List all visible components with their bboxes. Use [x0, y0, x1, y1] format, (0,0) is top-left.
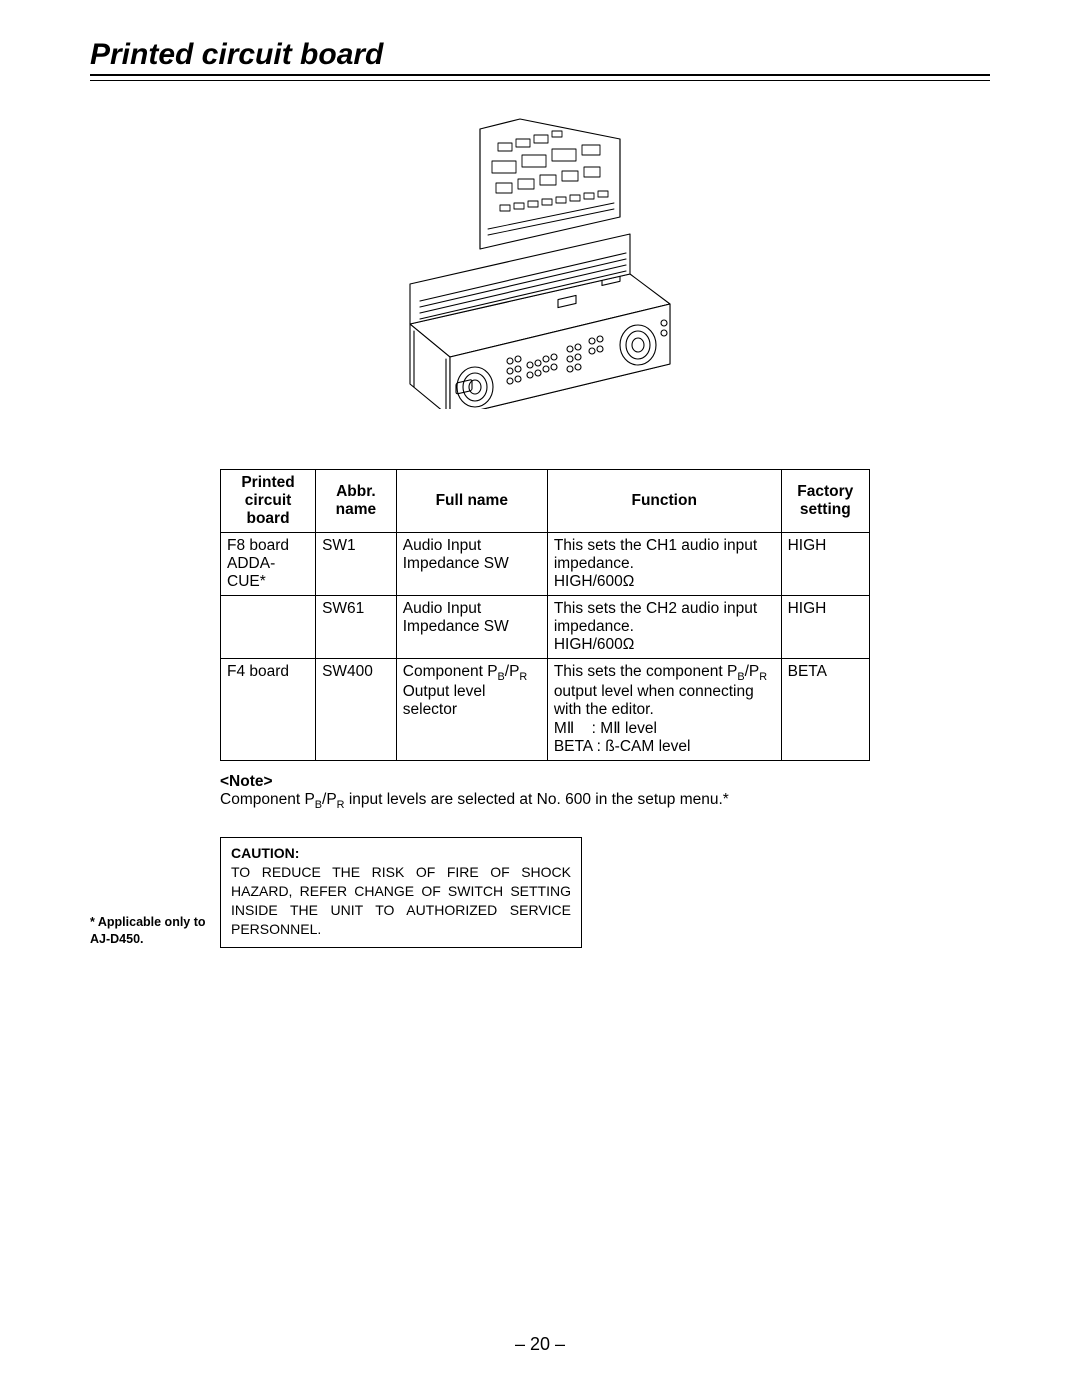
- content-block: Printed circuit board Abbr. name Full na…: [220, 469, 870, 811]
- th-factory: Factory setting: [781, 470, 869, 533]
- td-func: This sets the component PB/PR output lev…: [547, 659, 781, 761]
- table-header-row: Printed circuit board Abbr. name Full na…: [221, 470, 870, 533]
- page: Printed circuit board: [0, 0, 1080, 1397]
- td-abbr: SW400: [316, 659, 397, 761]
- caution-box: CAUTION: TO REDUCE THE RISK OF FIRE OF S…: [220, 837, 582, 947]
- th-abbr: Abbr. name: [316, 470, 397, 533]
- pcb-diagram: [370, 109, 710, 409]
- pcb-diagram-svg: [370, 109, 710, 409]
- td-abbr: SW61: [316, 596, 397, 659]
- table-row: SW61 Audio Input Impedance SW This sets …: [221, 596, 870, 659]
- td-factory: BETA: [781, 659, 869, 761]
- footnote-caution-row: * Applicable only to AJ-D450. CAUTION: T…: [90, 837, 990, 947]
- td-full: Component PB/PR Output level selector: [396, 659, 547, 761]
- th-pcb: Printed circuit board: [221, 470, 316, 533]
- td-factory: HIGH: [781, 596, 869, 659]
- td-full: Audio Input Impedance SW: [396, 596, 547, 659]
- pcb-table: Printed circuit board Abbr. name Full na…: [220, 469, 870, 761]
- note-label: <Note>: [220, 773, 273, 790]
- td-func: This sets the CH1 audio input impedance.…: [547, 533, 781, 596]
- td-pcb: F4 board: [221, 659, 316, 761]
- note-text: Component PB/PR input levels are selecte…: [220, 791, 729, 808]
- footnote: * Applicable only to AJ-D450.: [90, 914, 220, 948]
- td-func: This sets the CH2 audio input impedance.…: [547, 596, 781, 659]
- td-factory: HIGH: [781, 533, 869, 596]
- td-full: Audio Input Impedance SW: [396, 533, 547, 596]
- diagram-container: [90, 109, 990, 409]
- td-abbr: SW1: [316, 533, 397, 596]
- title-rule: [90, 74, 990, 81]
- table-row: F4 board SW400 Component PB/PR Output le…: [221, 659, 870, 761]
- page-title: Printed circuit board: [90, 38, 990, 72]
- caution-text: TO REDUCE THE RISK OF FIRE OF SHOCK HAZA…: [231, 863, 571, 939]
- page-number: – 20 –: [0, 1334, 1080, 1355]
- td-pcb: F8 board ADDA-CUE*: [221, 533, 316, 596]
- td-pcb: [221, 596, 316, 659]
- th-func: Function: [547, 470, 781, 533]
- table-row: F8 board ADDA-CUE* SW1 Audio Input Imped…: [221, 533, 870, 596]
- caution-label: CAUTION:: [231, 845, 299, 861]
- th-full: Full name: [396, 470, 547, 533]
- note-block: <Note> Component PB/PR input levels are …: [220, 773, 870, 811]
